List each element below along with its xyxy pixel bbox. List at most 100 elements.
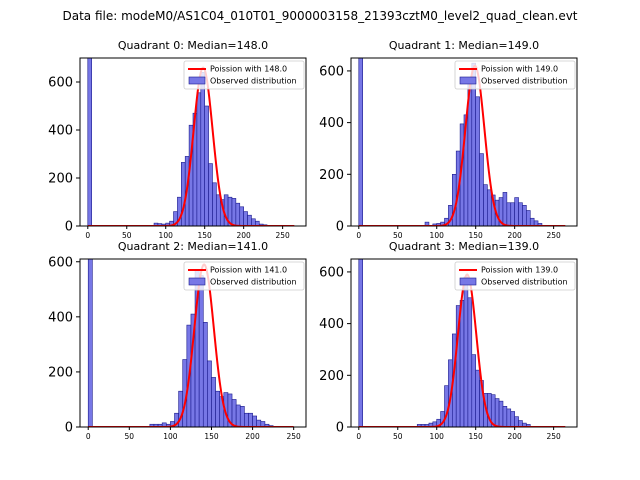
histogram-bar (526, 210, 531, 226)
histogram-bar (452, 174, 457, 226)
histogram-bar (204, 105, 209, 226)
legend-bar-swatch (188, 277, 206, 286)
y-tick-label: 0 (336, 421, 344, 436)
y-tick-label: 200 (319, 168, 344, 183)
poisson-curve (358, 64, 566, 226)
histogram-bar (196, 92, 202, 226)
histogram-bar (248, 412, 253, 427)
histogram-bar (498, 400, 504, 427)
legend-label-poisson: Poission with 139.0 (481, 266, 558, 275)
histogram-bar (494, 398, 500, 427)
x-tick-label: 250 (287, 432, 302, 441)
histogram-bar (510, 411, 515, 427)
chart-panel-quadrant-3: Quadrant 3: Median=139.0 0 200 400 600 0 50 100… (319, 240, 578, 441)
histogram-bar (537, 223, 543, 226)
legend-label-observed: Observed distribution (481, 77, 568, 86)
y-tick-label: 400 (319, 116, 344, 131)
y-tick-label: 600 (319, 265, 344, 280)
histogram-bar (518, 202, 523, 226)
histogram-bar (514, 416, 519, 427)
x-tick-label: 0 (356, 432, 361, 441)
axes-frame (79, 57, 307, 227)
y-tick-label: 200 (48, 365, 73, 380)
histogram-bar (506, 202, 512, 226)
histogram-bar (202, 322, 208, 427)
plot-area (87, 259, 294, 427)
panel-title: Quadrant 1: Median=149.0 (389, 39, 539, 52)
legend: Poission with 148.0 Observed distribution (183, 60, 305, 90)
poisson-curve (358, 273, 566, 427)
histogram-bar (502, 406, 508, 427)
x-tick-label: 100 (430, 432, 445, 441)
legend-box (454, 60, 576, 90)
y-tick-label: 200 (319, 369, 344, 384)
histogram-bar (502, 192, 508, 226)
y-tick-label: 200 (48, 172, 73, 187)
histogram-bar (487, 189, 492, 226)
plot-area (358, 58, 566, 226)
histogram-bar (479, 153, 484, 226)
legend: Poission with 141.0 Observed distribution (183, 261, 305, 291)
histogram-bar (87, 58, 92, 226)
legend-label-observed: Observed distribution (210, 77, 297, 86)
chart-panel-quadrant-0: Quadrant 0: Median=148.0 0 200 400 600 0 50 100… (48, 39, 307, 240)
x-tick-label: 0 (85, 231, 90, 240)
histogram-bar (467, 297, 473, 427)
x-tick-label: 200 (236, 231, 251, 240)
histogram-bar (216, 194, 221, 226)
histogram-bar (235, 404, 241, 427)
x-tick-label: 150 (469, 432, 484, 441)
axes-frame (350, 57, 578, 227)
panel-title: Quadrant 3: Median=139.0 (389, 240, 539, 253)
histogram-bar (212, 182, 217, 226)
x-tick-label: 100 (163, 432, 178, 441)
x-tick-label: 250 (546, 432, 561, 441)
histogram-bar (475, 369, 480, 427)
x-tick-label: 250 (275, 231, 290, 240)
y-tick-label: 0 (65, 421, 73, 436)
x-tick-label: 100 (430, 231, 445, 240)
legend-label-observed: Observed distribution (210, 278, 297, 287)
x-tick-label: 0 (356, 231, 361, 240)
histogram-bar (239, 206, 244, 226)
x-tick-label: 150 (204, 432, 219, 441)
histogram-bar (463, 276, 469, 427)
histogram-bar (244, 412, 249, 427)
legend: Poission with 149.0 Observed distribution (454, 60, 576, 90)
x-tick-label: 50 (125, 432, 135, 441)
histogram-bar (87, 259, 93, 427)
legend-bar-swatch (459, 277, 477, 286)
histogram-bar (251, 218, 256, 226)
y-tick-label: 600 (48, 76, 73, 91)
x-tick-label: 250 (546, 231, 561, 240)
legend-box (183, 261, 305, 291)
histogram-bar (529, 217, 535, 226)
histogram-bar (181, 162, 186, 226)
histogram-bar (231, 198, 237, 226)
x-tick-label: 200 (245, 432, 260, 441)
histogram-bar (198, 275, 204, 427)
histogram-bar (459, 300, 465, 427)
legend-box (183, 60, 305, 90)
x-tick-label: 50 (393, 231, 403, 240)
x-tick-label: 0 (86, 432, 91, 441)
y-tick-label: 400 (319, 317, 344, 332)
histogram-bar (208, 163, 213, 226)
figure-title: Data file: modeM0/AS1C04_010T01_90000031… (62, 9, 577, 23)
y-tick-label: 600 (319, 64, 344, 79)
x-tick-label: 150 (198, 231, 213, 240)
histogram-bar (215, 390, 221, 427)
legend-bar-swatch (459, 76, 477, 85)
chart-panel-quadrant-2: Quadrant 2: Median=141.0 0 200 400 600 0 50 100… (48, 240, 307, 441)
axes-frame (79, 258, 307, 428)
histogram-bar (200, 72, 205, 226)
panel-title: Quadrant 0: Median=148.0 (118, 39, 268, 52)
histogram-bar (358, 58, 363, 226)
panel-title: Quadrant 2: Median=141.0 (118, 240, 268, 253)
histogram-bar (358, 259, 363, 427)
x-tick-label: 200 (507, 231, 522, 240)
histogram-bar (231, 399, 237, 427)
histogram-bar (243, 211, 248, 226)
histogram-bar (506, 408, 512, 427)
histogram-bar (235, 202, 241, 226)
